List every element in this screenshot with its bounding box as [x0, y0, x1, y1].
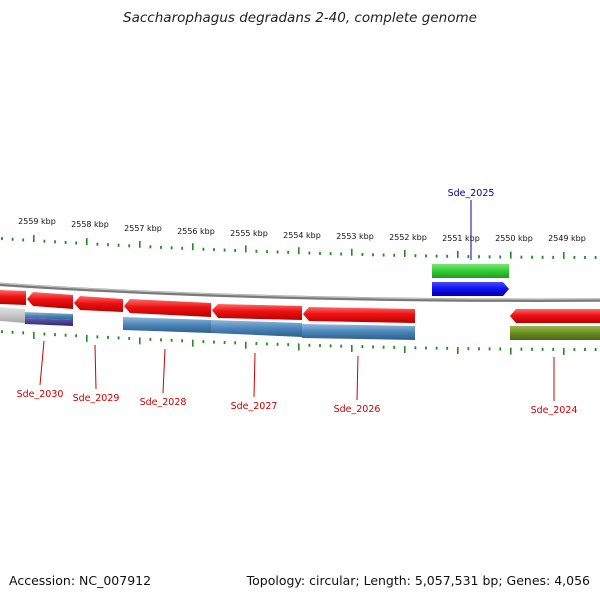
kbp-label: 2557 kbp [124, 224, 162, 233]
sde-2028-gene-arrow [124, 299, 211, 317]
kbp-label: 2556 kbp [177, 227, 215, 236]
lower-tick-ring [1, 330, 597, 355]
forward-strand-features [432, 264, 509, 296]
cds-bar-grey [0, 307, 25, 323]
sde-2028-cds-bar [123, 317, 211, 333]
sde-2029-gene-arrow [74, 296, 123, 312]
gene-label-sde-2028[interactable]: Sde_2028 [140, 397, 187, 408]
gene-label-sde-2029[interactable]: Sde_2029 [73, 393, 120, 404]
gene-labels: Sde_2030 Sde_2029 Sde_2028 Sde_2027 Sde_… [17, 188, 578, 416]
kbp-label: 2552 kbp [389, 233, 427, 242]
sde-2030-gene-arrow [27, 292, 73, 309]
gene-label-sde-2026[interactable]: Sde_2026 [334, 404, 381, 415]
gene-arrow-left-edge [0, 290, 26, 305]
kbp-label: 2550 kbp [495, 234, 533, 243]
map-title: Saccharophagus degradans 2-40, complete … [123, 10, 477, 26]
sde-2026-leader [356, 355, 359, 401]
upper-tick-ring [1, 235, 597, 259]
kbp-scale: 2559 kbp 2558 kbp 2557 kbp 2556 kbp 2555… [18, 217, 586, 243]
accession-text: Accession: NC_007912 [9, 573, 152, 588]
reverse-strand-genes [0, 290, 600, 323]
kbp-label: 2551 kbp [442, 234, 480, 243]
sde-2029-leader [94, 344, 97, 390]
sde-2027-gene-arrow [212, 304, 302, 320]
sde-2027-leader [253, 352, 256, 398]
kbp-label: 2555 kbp [230, 229, 268, 238]
label-leaders [39, 200, 555, 401]
gene-label-sde-2030[interactable]: Sde_2030 [17, 389, 64, 400]
kbp-label: 2554 kbp [283, 231, 321, 240]
sde-2028-leader [162, 348, 166, 394]
kbp-label: 2559 kbp [18, 217, 56, 226]
genome-backbone [0, 282, 600, 302]
sde-2025-gene-arrow [432, 282, 509, 296]
genome-stats-text: Topology: circular; Length: 5,057,531 bp… [246, 573, 590, 588]
sde-2025-rna-bar [432, 264, 509, 278]
gene-label-sde-2027[interactable]: Sde_2027 [231, 401, 278, 412]
sde-2024-misc-bar [510, 326, 600, 340]
sde-2027-cds-bar [211, 320, 302, 337]
kbp-label: 2553 kbp [336, 232, 374, 241]
kbp-label: 2558 kbp [71, 220, 109, 229]
kbp-label: 2549 kbp [548, 234, 586, 243]
reverse-strand-cds [0, 307, 600, 340]
sde-2024-gene-arrow [510, 309, 600, 323]
sde-2030-leader [39, 340, 45, 386]
sde-2030-cds-bar [25, 312, 73, 320]
sde-2030-misc-bar [25, 318, 73, 326]
sde-2026-cds-bar [302, 324, 415, 340]
sde-2026-gene-arrow [303, 307, 415, 323]
gene-label-sde-2024[interactable]: Sde_2024 [531, 405, 578, 416]
gene-label-sde-2025[interactable]: Sde_2025 [448, 188, 495, 199]
